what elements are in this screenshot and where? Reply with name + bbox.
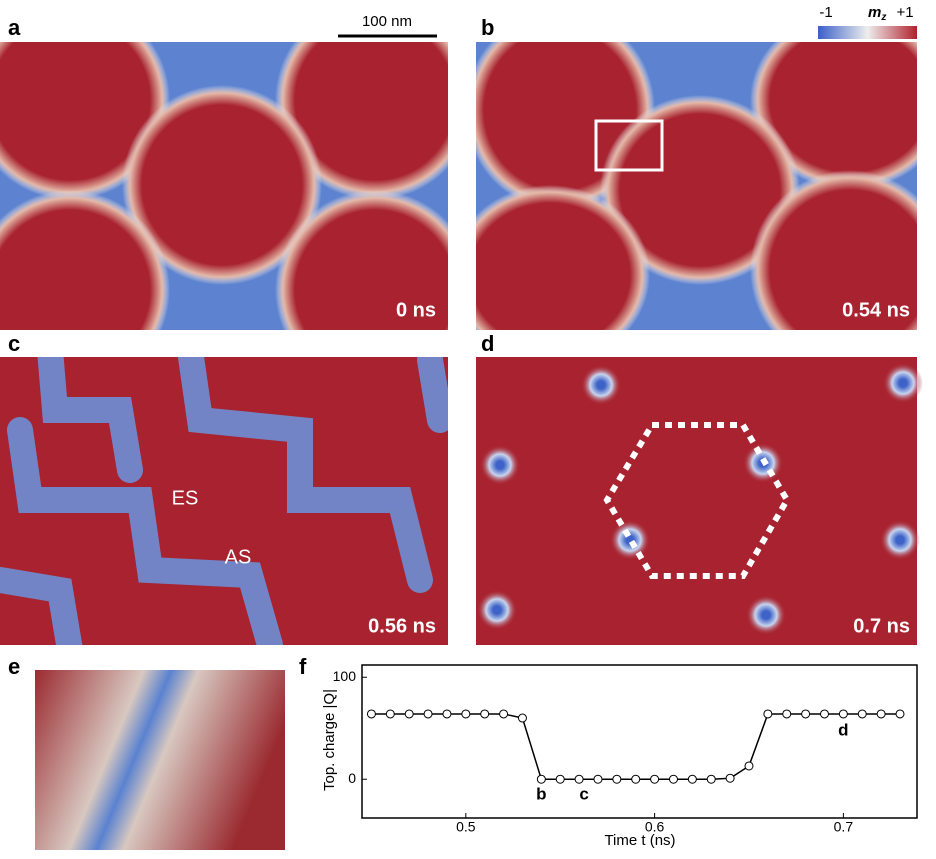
colorbar xyxy=(818,26,917,39)
point xyxy=(725,773,735,783)
panel-b-image xyxy=(476,42,917,330)
point xyxy=(838,709,848,719)
time-label: 0 ns xyxy=(396,299,436,321)
colorbar-max: +1 xyxy=(896,4,913,21)
point xyxy=(820,709,829,719)
panel-label: d xyxy=(481,331,494,356)
point xyxy=(650,774,660,784)
x-axis-label: Time t (ns) xyxy=(604,832,675,849)
point xyxy=(517,713,527,723)
panel-a-image xyxy=(0,42,448,330)
x-tick-label: 0.6 xyxy=(645,819,665,835)
point xyxy=(706,774,716,784)
point xyxy=(480,709,490,719)
time-label: 0.56 ns xyxy=(368,615,436,637)
x-tick-label: 0.7 xyxy=(834,819,854,835)
scale-bar-label: 100 nm xyxy=(362,13,412,30)
panel-d-image xyxy=(476,357,923,645)
point xyxy=(782,709,792,719)
point-label: c xyxy=(579,785,588,804)
y-tick-label: 0 xyxy=(348,770,356,786)
point xyxy=(555,774,565,784)
point xyxy=(744,761,754,771)
colorbar-min: -1 xyxy=(819,4,832,21)
colorbar-label: mz xyxy=(868,4,886,23)
point xyxy=(801,709,811,719)
point xyxy=(668,774,678,784)
annotation: AS xyxy=(225,546,252,568)
plot-frame xyxy=(361,664,918,819)
time-label: 0.54 ns xyxy=(842,299,910,321)
x-tick-label: 0.5 xyxy=(456,819,476,835)
point-label: d xyxy=(838,720,848,739)
point xyxy=(687,774,697,784)
panel-label: e xyxy=(8,654,20,679)
time-label: 0.7 ns xyxy=(853,615,910,637)
point xyxy=(536,774,546,784)
annotation: ES xyxy=(172,487,199,509)
point xyxy=(612,774,622,784)
point xyxy=(404,709,414,719)
colorbar-subscript: z xyxy=(880,12,886,23)
y-tick-label: 100 xyxy=(333,668,357,684)
panel-label: a xyxy=(8,15,21,40)
point xyxy=(857,709,867,719)
point-label: b xyxy=(536,785,546,804)
panel-label: f xyxy=(299,654,307,679)
point xyxy=(499,709,509,719)
panel-e-image xyxy=(35,670,285,850)
panel-label: b xyxy=(481,15,494,40)
point xyxy=(574,774,584,784)
point xyxy=(763,709,773,719)
point xyxy=(461,709,471,719)
point xyxy=(895,709,905,719)
colorbar-symbol: m xyxy=(868,4,881,21)
line xyxy=(371,713,901,780)
point xyxy=(423,709,433,719)
point xyxy=(385,709,395,719)
point xyxy=(366,709,376,719)
panel-label: c xyxy=(8,331,20,356)
point xyxy=(442,709,452,719)
point xyxy=(593,774,603,784)
y-axis-label: Top. charge |Q| xyxy=(321,689,338,791)
point xyxy=(876,709,886,719)
point xyxy=(631,774,641,784)
panel-c-image xyxy=(0,357,448,645)
